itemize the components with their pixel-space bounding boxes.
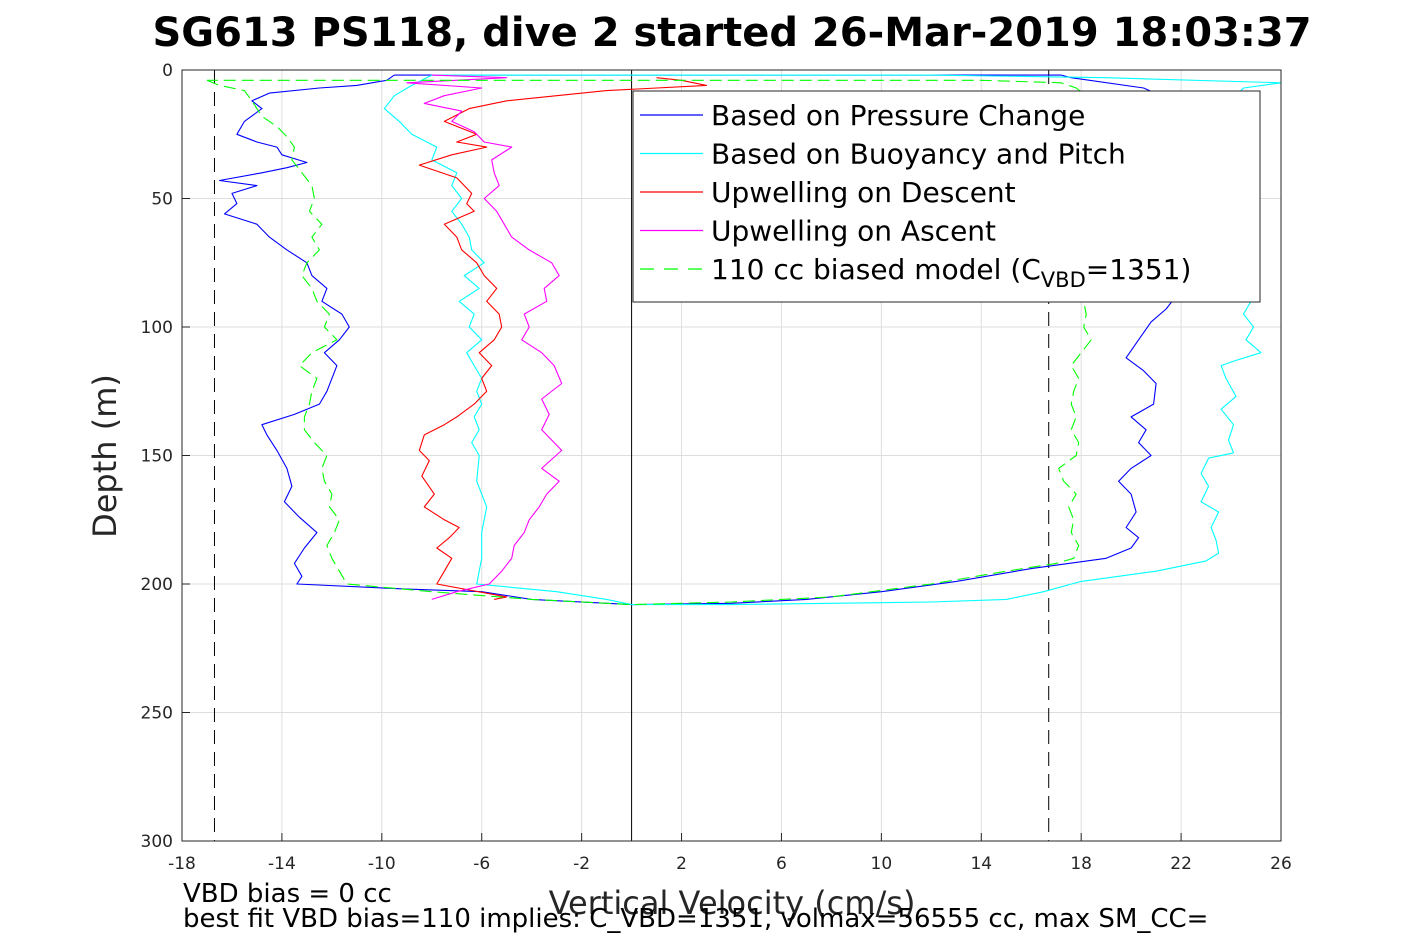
legend-label-0: Based on Pressure Change	[711, 99, 1085, 132]
legend: Based on Pressure Change Based on Buoyanc…	[632, 90, 1261, 303]
x-tick-label-11: 26	[1270, 854, 1292, 874]
x-tick-label-1: -14	[268, 854, 296, 874]
x-tick-labels: -18 -14 -10 -6 -2 2 6 10 14 18 22 26	[168, 833, 1292, 874]
x-tick-label-6: 6	[776, 854, 787, 874]
x-tick-label-0: -18	[168, 854, 196, 874]
legend-label-2: Upwelling on Descent	[711, 176, 1016, 209]
y-tick-label-5: 250	[141, 704, 173, 724]
legend-label-4: 110 cc biased model (CVBD=1351)	[711, 253, 1191, 292]
x-tick-label-8: 14	[970, 854, 992, 874]
legend-label-1: Based on Buoyancy and Pitch	[711, 138, 1126, 171]
y-tick-label-2: 100	[141, 318, 173, 338]
y-tick-label-4: 200	[141, 575, 173, 595]
x-tick-label-3: -6	[473, 854, 490, 874]
x-tick-label-10: 22	[1170, 854, 1192, 874]
x-tick-label-2: -10	[368, 854, 396, 874]
x-tick-label-4: -2	[573, 854, 590, 874]
y-tick-label-1: 50	[151, 190, 173, 210]
legend-box	[632, 90, 1261, 303]
chart-title: SG613 PS118, dive 2 started 26-Mar-2019 …	[152, 10, 1311, 56]
y-tick-label-3: 150	[141, 447, 173, 467]
legend-label-3: Upwelling on Ascent	[711, 215, 996, 248]
x-tick-label-7: 10	[871, 854, 893, 874]
y-axis-label: Depth (m)	[86, 374, 124, 538]
reference-lines	[213, 70, 1050, 841]
x-axis-label: Vertical Velocity (cm/s)	[549, 884, 916, 922]
footnote-best-fit: best fit VBD bias=110 implies: C_VBD=135…	[183, 904, 1208, 934]
y-tick-label-0: 0	[162, 61, 173, 81]
footnote-vbd-bias: VBD bias = 0 cc	[183, 879, 392, 909]
series-line-3	[406, 74, 563, 600]
x-tick-label-9: 18	[1070, 854, 1092, 874]
x-tick-label-5: 2	[676, 854, 687, 874]
y-tick-label-6: 300	[141, 832, 173, 852]
y-tick-labels: 0 50 100 150 200 250 300	[141, 61, 190, 852]
